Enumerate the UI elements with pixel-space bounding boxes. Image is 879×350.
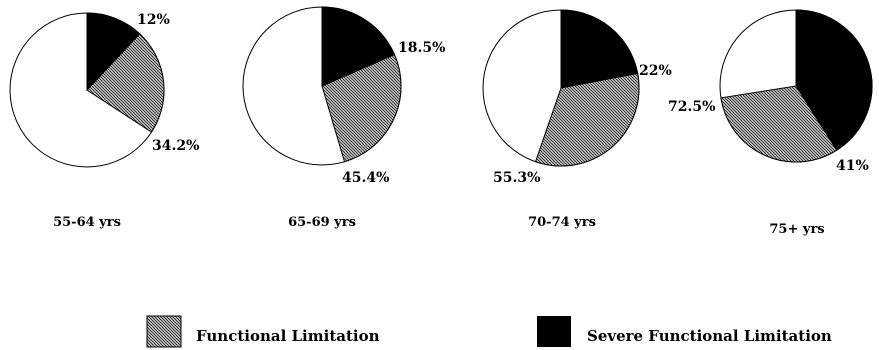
slice-functional-65-69 (321, 53, 402, 163)
pie-55-64 (9, 12, 165, 168)
category-label-70-74: 70-74 yrs (528, 215, 596, 230)
slice-severe-70-74 (560, 9, 639, 89)
severe-label-75-plus: 41% (836, 158, 869, 174)
slice-functional-55-64 (86, 33, 165, 133)
legend-label-severe: Severe Functional Limitation (587, 327, 832, 345)
functional-label-75-plus: 72.5% (668, 99, 715, 115)
legend-label-functional: Functional Limitation (196, 327, 380, 345)
pie-75-plus (719, 9, 873, 163)
pie-65-69 (242, 6, 402, 166)
legend: Functional Limitation Severe Functional … (146, 315, 832, 348)
category-label-55-64: 55-64 yrs (53, 215, 121, 230)
functional-label-65-69: 45.4% (342, 170, 389, 186)
category-label-75-plus: 75+ yrs (769, 222, 824, 237)
pie-70-74 (482, 9, 640, 167)
slice-functional-75-plus (720, 85, 838, 163)
legend-swatch-functional (146, 315, 182, 348)
functional-label-55-64: 34.2% (152, 138, 199, 154)
category-label-65-69: 65-69 yrs (288, 215, 356, 230)
slice-functional-70-74 (534, 72, 640, 167)
legend-swatch-severe (537, 316, 571, 347)
severe-label-55-64: 12% (137, 12, 170, 28)
severe-label-65-69: 18.5% (398, 40, 445, 56)
slice-severe-65-69 (321, 6, 396, 87)
severe-label-70-74: 22% (639, 63, 672, 79)
functional-label-70-74: 55.3% (493, 170, 540, 186)
